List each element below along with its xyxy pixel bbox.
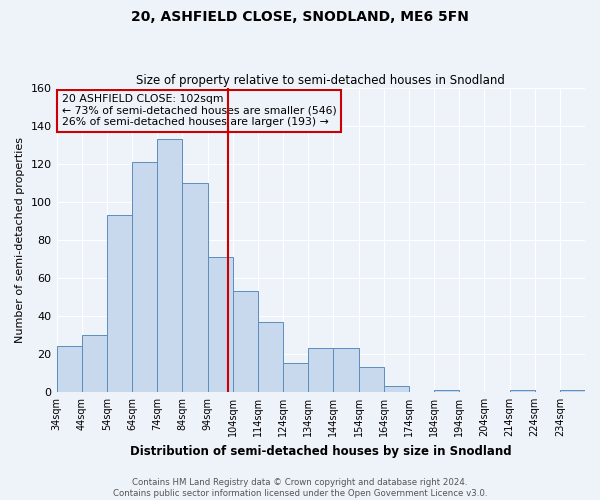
Bar xyxy=(82,335,107,392)
Title: Size of property relative to semi-detached houses in Snodland: Size of property relative to semi-detach… xyxy=(136,74,505,87)
Text: Contains HM Land Registry data © Crown copyright and database right 2024.
Contai: Contains HM Land Registry data © Crown c… xyxy=(113,478,487,498)
Bar xyxy=(107,216,132,392)
X-axis label: Distribution of semi-detached houses by size in Snodland: Distribution of semi-detached houses by … xyxy=(130,444,512,458)
Y-axis label: Number of semi-detached properties: Number of semi-detached properties xyxy=(15,137,25,343)
Bar xyxy=(283,364,308,392)
Bar xyxy=(560,390,585,392)
Bar xyxy=(233,292,258,392)
Bar xyxy=(157,140,182,392)
Bar xyxy=(334,348,359,392)
Bar xyxy=(359,367,383,392)
Bar xyxy=(56,346,82,392)
Bar xyxy=(182,183,208,392)
Bar xyxy=(208,257,233,392)
Bar xyxy=(132,162,157,392)
Bar xyxy=(434,390,459,392)
Bar xyxy=(258,322,283,392)
Bar xyxy=(383,386,409,392)
Text: 20 ASHFIELD CLOSE: 102sqm
← 73% of semi-detached houses are smaller (546)
26% of: 20 ASHFIELD CLOSE: 102sqm ← 73% of semi-… xyxy=(62,94,337,128)
Text: 20, ASHFIELD CLOSE, SNODLAND, ME6 5FN: 20, ASHFIELD CLOSE, SNODLAND, ME6 5FN xyxy=(131,10,469,24)
Bar xyxy=(308,348,334,392)
Bar xyxy=(509,390,535,392)
